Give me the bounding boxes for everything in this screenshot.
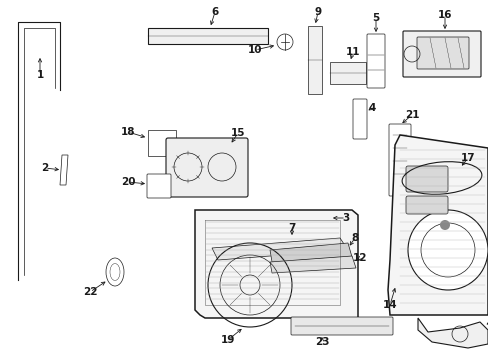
Polygon shape: [269, 256, 355, 273]
Text: 21: 21: [404, 110, 418, 120]
Text: 5: 5: [372, 13, 379, 23]
Text: 20: 20: [121, 177, 135, 187]
Text: 10: 10: [247, 45, 262, 55]
FancyBboxPatch shape: [165, 138, 247, 197]
Circle shape: [407, 210, 487, 290]
Text: 18: 18: [121, 127, 135, 137]
Text: 11: 11: [345, 47, 360, 57]
Text: 23: 23: [314, 337, 328, 347]
FancyBboxPatch shape: [290, 317, 392, 335]
FancyBboxPatch shape: [366, 34, 384, 88]
Text: 12: 12: [352, 253, 366, 263]
Text: 22: 22: [82, 287, 97, 297]
Text: 6: 6: [211, 7, 218, 17]
Text: 1: 1: [36, 70, 43, 80]
FancyBboxPatch shape: [402, 31, 480, 77]
Text: 2: 2: [41, 163, 48, 173]
Text: 3: 3: [342, 213, 349, 223]
Polygon shape: [269, 243, 351, 262]
Polygon shape: [417, 318, 487, 348]
FancyBboxPatch shape: [307, 26, 321, 94]
Text: 4: 4: [367, 103, 375, 113]
FancyBboxPatch shape: [352, 99, 366, 139]
FancyBboxPatch shape: [405, 196, 447, 214]
Text: 17: 17: [460, 153, 474, 163]
FancyBboxPatch shape: [405, 166, 447, 192]
FancyBboxPatch shape: [388, 124, 410, 196]
Polygon shape: [387, 135, 487, 315]
Text: 16: 16: [437, 10, 451, 20]
FancyBboxPatch shape: [148, 130, 176, 156]
Text: 15: 15: [230, 128, 245, 138]
Polygon shape: [212, 238, 347, 260]
Text: 19: 19: [221, 335, 235, 345]
Text: 7: 7: [288, 223, 295, 233]
Circle shape: [439, 220, 449, 230]
Text: 8: 8: [351, 233, 358, 243]
FancyBboxPatch shape: [329, 62, 365, 84]
FancyBboxPatch shape: [147, 174, 171, 198]
FancyBboxPatch shape: [148, 28, 267, 44]
Polygon shape: [195, 210, 357, 318]
Text: 9: 9: [314, 7, 321, 17]
FancyBboxPatch shape: [416, 37, 468, 69]
Text: 13: 13: [486, 315, 488, 325]
Text: 14: 14: [382, 300, 397, 310]
